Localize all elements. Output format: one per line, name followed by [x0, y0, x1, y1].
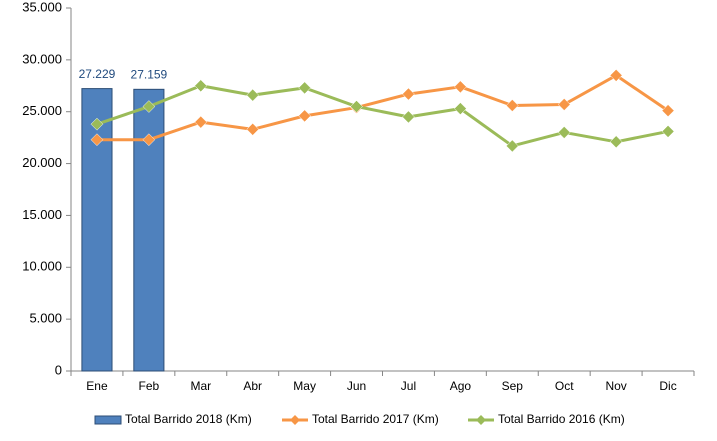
marker	[246, 122, 260, 136]
marker	[246, 88, 260, 102]
y-tick-label: 5.000	[29, 311, 62, 326]
x-tick-label: Jul	[401, 379, 416, 393]
marker	[661, 125, 675, 138]
legend-marker	[290, 415, 300, 425]
legend-label: Total Barrido 2016 (Km)	[498, 412, 625, 426]
y-tick-label: 15.000	[22, 207, 62, 222]
marker	[90, 117, 104, 131]
marker	[661, 104, 675, 118]
x-tick-label: Oct	[555, 379, 574, 393]
marker	[454, 102, 467, 115]
marker	[298, 109, 311, 123]
marker	[194, 115, 208, 129]
marker	[505, 139, 519, 153]
marker	[350, 100, 363, 113]
marker	[402, 110, 415, 124]
x-tick-label: Ago	[450, 379, 472, 393]
legend-marker	[476, 415, 486, 425]
x-tick-label: Nov	[605, 379, 626, 393]
marker	[142, 133, 156, 147]
legend-swatch	[94, 415, 122, 425]
legend-label: Total Barrido 2017 (Km)	[312, 412, 439, 426]
y-tick-label: 25.000	[22, 103, 62, 118]
bar	[133, 88, 165, 372]
marker	[557, 98, 571, 111]
marker	[557, 126, 571, 139]
y-tick-label: 35.000	[22, 0, 62, 14]
x-tick-label: Jun	[347, 379, 366, 393]
marker	[298, 81, 311, 95]
y-tick-label: 20.000	[22, 155, 62, 170]
data-label: 27.159	[131, 67, 168, 81]
line	[96, 73, 669, 142]
y-tick-label: 10.000	[22, 259, 62, 274]
x-tick-label: May	[293, 379, 316, 393]
bar	[81, 88, 113, 372]
line	[96, 84, 669, 148]
marker	[142, 100, 156, 113]
marker	[90, 133, 104, 147]
marker	[609, 135, 623, 149]
marker	[454, 80, 467, 94]
x-tick-label: Dic	[659, 379, 676, 393]
x-tick-label: Abr	[243, 379, 262, 393]
x-tick-label: Sep	[502, 379, 524, 393]
marker	[505, 99, 519, 112]
y-tick-label: 0	[55, 362, 62, 377]
data-label: 27.229	[79, 67, 116, 81]
marker	[194, 79, 208, 93]
x-tick-label: Mar	[190, 379, 211, 393]
y-tick-label: 30.000	[22, 51, 62, 66]
marker	[402, 87, 415, 101]
x-tick-label: Ene	[86, 379, 108, 393]
marker	[609, 69, 623, 82]
x-tick-label: Feb	[139, 379, 160, 393]
legend-label: Total Barrido 2018 (Km)	[125, 412, 252, 426]
